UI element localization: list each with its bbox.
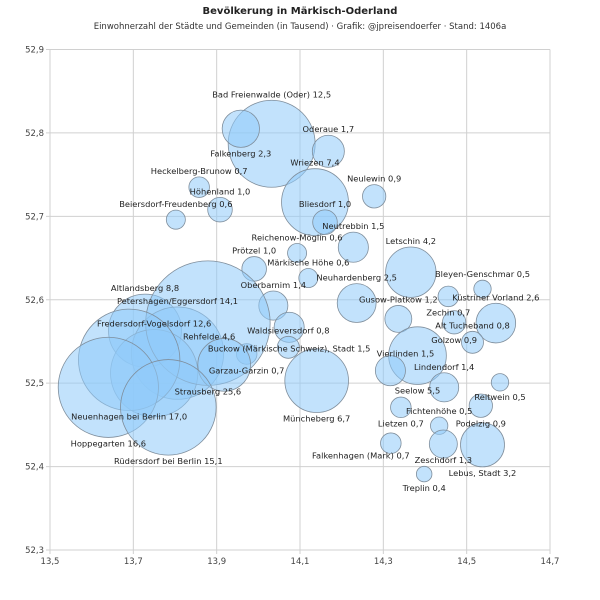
data-label: Küstriner Vorland 2,6 [452, 292, 539, 302]
data-label: Müncheberg 6,7 [283, 414, 350, 424]
data-label: Reichenow-Möglin 0,6 [252, 233, 343, 243]
bubble [337, 231, 369, 263]
bubble [374, 355, 406, 387]
data-label: Lietzen 0,7 [378, 419, 424, 429]
x-tick-label: 13,5 [41, 557, 60, 567]
y-tick-label: 52,4 [25, 463, 44, 473]
data-label: Fichtenhöhe 0,5 [406, 406, 472, 416]
data-label: Prötzel 1,0 [232, 246, 276, 256]
point-labels: Bad Freienwalde (Oder) 12,5 Falkenberg 2,… [71, 89, 540, 493]
bubble [475, 302, 517, 344]
bubble [336, 283, 377, 323]
data-label: Neuhardenberg 2,5 [316, 273, 397, 283]
data-label: Lindendorf 1,4 [414, 362, 474, 372]
data-label: Golzow 0,9 [431, 335, 477, 345]
bubble [221, 109, 260, 148]
chart-title: Bevölkerung in Märkisch-Oderland [203, 6, 398, 17]
data-label: Lebus, Stadt 3,2 [449, 468, 517, 478]
data-label: Wriezen 7,4 [290, 158, 339, 168]
data-label: Neutrebbin 1,5 [322, 221, 384, 231]
data-label: Bleyen-Genschmar 0,5 [435, 269, 530, 279]
bubble [207, 196, 233, 223]
data-label: Rüdersdorf bei Berlin 15,1 [114, 456, 223, 466]
bubble [298, 268, 319, 288]
bubble [442, 310, 467, 335]
data-label: Märkische Höhe 0,6 [267, 258, 349, 268]
bubble [120, 359, 217, 456]
data-label: Altlandsberg 8,8 [111, 283, 179, 293]
data-label: Strausberg 25,6 [175, 386, 242, 396]
bubble [284, 348, 349, 413]
bubble [165, 209, 186, 230]
x-tick-label: 14,1 [291, 557, 310, 567]
data-label: Falkenberg 2,3 [210, 148, 271, 158]
data-label: Waldsieversdorf 0,8 [247, 325, 329, 335]
bubble [468, 393, 493, 418]
bubble [415, 465, 433, 483]
data-label: Oberbarnim 1,4 [241, 280, 306, 290]
data-label: Höhenland 1,0 [190, 186, 251, 196]
bubble [197, 338, 251, 392]
data-label: Petershagen/Eggersdorf 14,1 [117, 296, 238, 306]
y-tick-label: 52,3 [25, 546, 44, 556]
data-label: Heckelberg-Brunow 0,7 [151, 166, 248, 176]
bubble [312, 209, 338, 235]
data-label: Bad Freienwalde (Oder) 12,5 [212, 89, 331, 99]
bubble [460, 422, 505, 468]
data-label: Garzau-Garzin 0,7 [209, 365, 285, 375]
bubble [437, 285, 460, 308]
bubble [461, 330, 484, 354]
data-label: Vierlinden 1,5 [377, 349, 435, 359]
x-tick-label: 13,9 [207, 557, 226, 567]
bubble [311, 134, 345, 168]
data-label: Beiersdorf-Freudenberg 0,6 [119, 199, 232, 209]
x-tick-label: 14,3 [374, 557, 393, 567]
data-label: Buckow (Märkische Schweiz), Stadt 1,5 [208, 343, 371, 353]
bubble [276, 335, 300, 359]
data-label: Hoppegarten 16,6 [71, 438, 146, 448]
bubble [188, 176, 210, 198]
bubble [287, 243, 308, 263]
x-tick-label: 13,7 [124, 557, 143, 567]
data-label: Gusow-Platkow 1,2 [359, 294, 438, 304]
chart-subtitle: Einwohnerzahl der Städte und Gemeinden (… [94, 22, 507, 32]
bubble [380, 432, 402, 454]
data-label: Fredersdorf-Vogelsdorf 12,6 [97, 318, 211, 328]
bubble [428, 429, 458, 459]
bubble [385, 246, 437, 298]
data-label: Rehfelde 4,6 [183, 331, 235, 341]
data-label: Podelzig 0,9 [456, 418, 506, 428]
data-label: Oderaue 1,7 [303, 124, 355, 134]
y-tick-label: 52,6 [25, 296, 44, 306]
y-tick-label: 52,9 [25, 46, 44, 56]
y-tick-label: 52,7 [25, 212, 44, 222]
bubble [490, 373, 510, 392]
bubble [390, 396, 412, 419]
y-tick-label: 52,8 [25, 129, 44, 139]
data-label: Treplin 0,4 [402, 483, 446, 493]
bubble [384, 305, 413, 333]
data-label: Seelow 5,5 [395, 385, 440, 395]
data-label: Letschin 4,2 [386, 236, 436, 246]
data-label: Alt Tucheband 0,8 [435, 320, 510, 330]
data-label: Zechin 0,7 [426, 308, 470, 318]
bubbles [57, 99, 517, 483]
data-label: Neuenhagen bei Berlin 17,0 [71, 412, 187, 422]
x-tick-label: 14,7 [541, 557, 560, 567]
data-label: Falkenhagen (Mark) 0,7 [312, 451, 410, 461]
x-tick-label: 14,5 [457, 557, 476, 567]
data-label: Neulewin 0,9 [347, 174, 401, 184]
bubble [473, 279, 492, 299]
data-label: Reitwein 0,5 [474, 392, 525, 402]
data-label: Zeschdorf 1,3 [415, 455, 472, 465]
bubble [362, 184, 387, 209]
data-label: Bliesdorf 1,0 [299, 199, 351, 209]
bubble [429, 372, 460, 403]
y-tick-label: 52,5 [25, 379, 44, 389]
